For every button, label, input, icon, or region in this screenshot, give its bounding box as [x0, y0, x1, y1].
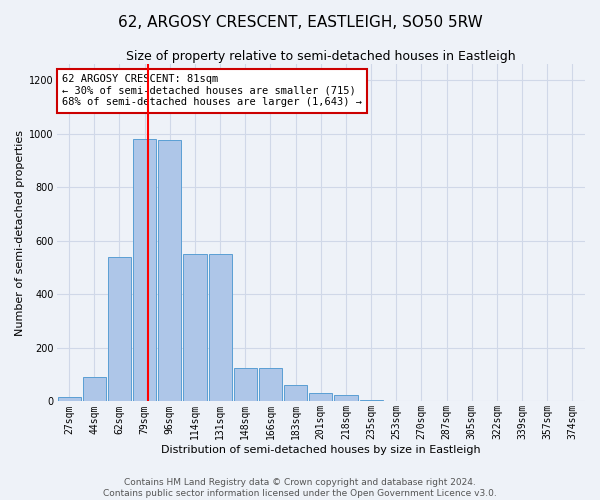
- Bar: [359, 400, 383, 402]
- X-axis label: Distribution of semi-detached houses by size in Eastleigh: Distribution of semi-detached houses by …: [161, 445, 481, 455]
- Y-axis label: Number of semi-detached properties: Number of semi-detached properties: [15, 130, 25, 336]
- Bar: [309, 394, 332, 402]
- Title: Size of property relative to semi-detached houses in Eastleigh: Size of property relative to semi-detach…: [126, 50, 515, 63]
- Bar: [209, 254, 232, 402]
- Bar: [133, 139, 156, 402]
- Bar: [334, 394, 358, 402]
- Bar: [284, 385, 307, 402]
- Text: 62, ARGOSY CRESCENT, EASTLEIGH, SO50 5RW: 62, ARGOSY CRESCENT, EASTLEIGH, SO50 5RW: [118, 15, 482, 30]
- Bar: [83, 378, 106, 402]
- Bar: [108, 257, 131, 402]
- Bar: [58, 398, 81, 402]
- Bar: [158, 140, 181, 402]
- Text: 62 ARGOSY CRESCENT: 81sqm
← 30% of semi-detached houses are smaller (715)
68% of: 62 ARGOSY CRESCENT: 81sqm ← 30% of semi-…: [62, 74, 362, 108]
- Text: Contains HM Land Registry data © Crown copyright and database right 2024.
Contai: Contains HM Land Registry data © Crown c…: [103, 478, 497, 498]
- Bar: [259, 368, 282, 402]
- Bar: [184, 254, 206, 402]
- Bar: [234, 368, 257, 402]
